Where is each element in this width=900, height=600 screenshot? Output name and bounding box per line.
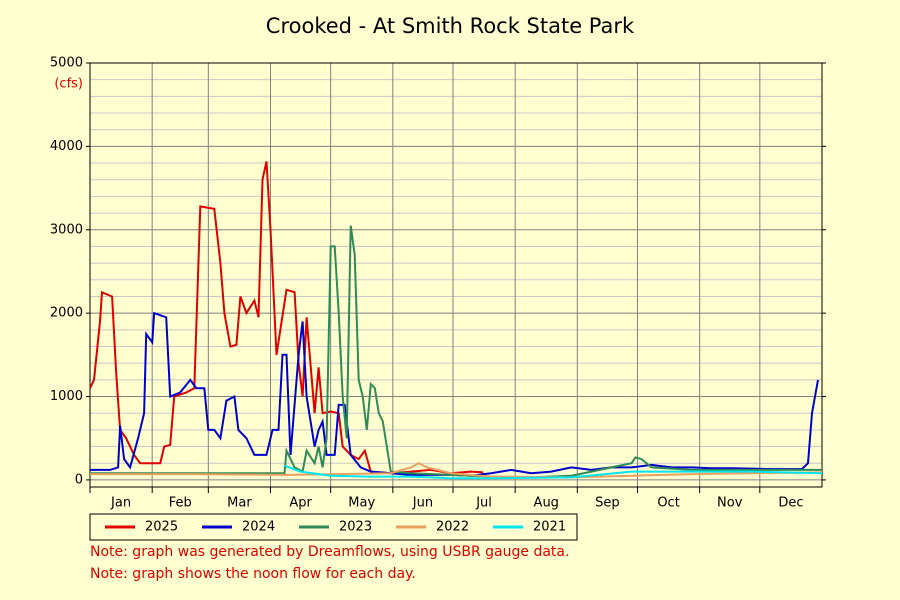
x-tick-label: Aug xyxy=(534,496,559,511)
x-tick-label: Jan xyxy=(110,496,131,511)
x-tick-label: Jul xyxy=(475,496,492,511)
x-tick-label: Oct xyxy=(657,496,679,511)
x-tick-label: Mar xyxy=(227,496,252,511)
legend-label: 2023 xyxy=(339,520,372,535)
y-axis-label: (cfs) xyxy=(54,77,83,92)
x-tick-label: Nov xyxy=(717,496,743,511)
legend-box xyxy=(89,513,578,541)
x-tick-label: Apr xyxy=(289,496,312,511)
note: Note: graph was generated by Dreamflows,… xyxy=(90,544,569,560)
x-tick-label: Dec xyxy=(778,496,803,511)
x-tick-label: Jun xyxy=(412,496,433,511)
legend-label: 2025 xyxy=(145,520,178,535)
note: Note: graph shows the noon flow for each… xyxy=(90,566,416,582)
x-tick-label: Feb xyxy=(169,496,192,511)
legend-label: 2021 xyxy=(533,520,566,535)
series-line xyxy=(90,462,823,479)
y-tick-label: 1000 xyxy=(50,389,83,404)
series-line xyxy=(284,464,823,480)
y-tick-label: 0 xyxy=(75,472,83,487)
x-tick-label: May xyxy=(348,496,375,511)
legend-label: 2022 xyxy=(436,520,469,535)
y-tick-label: 5000 xyxy=(50,56,83,71)
legend-label: 2024 xyxy=(242,520,275,535)
series-line xyxy=(90,225,822,479)
y-tick-label: 3000 xyxy=(50,222,83,237)
plot-frame xyxy=(89,62,823,488)
y-tick-label: 4000 xyxy=(50,139,83,154)
chart-title: Crooked - At Smith Rock State Park xyxy=(266,14,635,38)
y-tick-label: 2000 xyxy=(50,306,83,321)
series-line xyxy=(89,161,484,475)
x-tick-label: Sep xyxy=(595,496,620,511)
